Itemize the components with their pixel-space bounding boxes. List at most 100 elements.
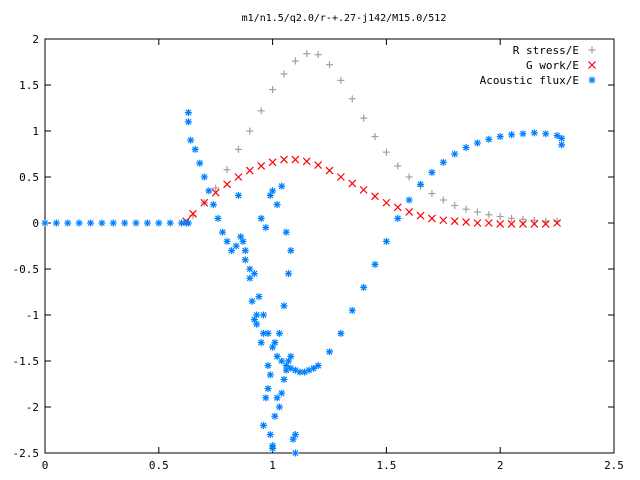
data-point <box>287 247 295 255</box>
data-point <box>255 293 263 301</box>
data-point <box>187 136 195 144</box>
chart-title: m1/n1.5/q2.0/r-+.27-j142/M15.0/512 <box>242 13 447 24</box>
x-tick-label: 2.5 <box>604 459 624 472</box>
data-point <box>234 191 242 199</box>
data-point <box>428 168 436 176</box>
data-point <box>508 214 516 222</box>
data-point <box>462 205 470 213</box>
data-point <box>282 228 290 236</box>
plot-frame <box>44 38 615 454</box>
data-point <box>248 297 256 305</box>
data-point <box>239 237 247 245</box>
data-point <box>269 86 277 94</box>
data-point <box>287 352 295 360</box>
data-point <box>485 135 493 143</box>
data-point <box>41 219 49 227</box>
data-point <box>417 180 425 188</box>
data-point <box>553 219 562 227</box>
data-point <box>348 95 356 103</box>
data-point <box>558 134 566 142</box>
data-point <box>196 159 204 167</box>
data-point <box>209 201 217 209</box>
data-point <box>484 219 493 227</box>
data-point <box>155 219 163 227</box>
legend-marker <box>588 46 596 54</box>
legend-marker <box>588 76 596 84</box>
data-point <box>450 217 459 226</box>
data-point <box>259 421 267 429</box>
data-point <box>348 306 356 314</box>
data-point <box>314 51 322 59</box>
data-point <box>371 192 379 201</box>
y-tick-label: -1.5 <box>13 355 40 368</box>
data-point <box>212 184 220 192</box>
data-point <box>439 158 447 166</box>
data-point <box>223 180 232 189</box>
data-point <box>473 208 481 216</box>
data-point <box>473 219 482 227</box>
data-point <box>530 219 539 228</box>
data-point <box>266 371 274 379</box>
data-point <box>52 219 60 227</box>
data-point <box>382 148 390 156</box>
data-point <box>271 412 279 420</box>
data-point <box>232 242 240 250</box>
data-point <box>269 442 277 450</box>
data-point <box>508 131 516 139</box>
data-point <box>530 129 538 137</box>
data-point <box>184 109 192 117</box>
y-tick-label: -0.5 <box>13 263 40 276</box>
data-point <box>268 158 277 167</box>
data-point <box>558 141 566 149</box>
data-point <box>250 270 258 278</box>
y-tick-label: -2 <box>26 401 39 414</box>
data-point <box>416 211 425 220</box>
data-point <box>337 329 345 337</box>
series-2 <box>41 109 566 457</box>
data-point <box>394 214 402 222</box>
data-point <box>405 173 413 181</box>
legend-marker <box>588 61 596 69</box>
data-point <box>285 270 293 278</box>
data-point <box>87 219 95 227</box>
y-tick-label: 1.5 <box>19 79 39 92</box>
data-point <box>269 187 277 195</box>
data-point <box>214 214 222 222</box>
y-tick-label: -1 <box>26 309 39 322</box>
data-point <box>336 173 345 181</box>
data-point <box>189 209 197 218</box>
legend: R stress/E G work/E Acoustic flux/E <box>480 44 596 87</box>
x-tick-label: 0.5 <box>149 459 169 472</box>
data-point <box>496 213 504 221</box>
data-point <box>303 50 311 58</box>
data-point <box>257 214 265 222</box>
data-point <box>121 219 129 227</box>
data-point <box>280 302 288 310</box>
data-point <box>257 107 265 115</box>
data-point <box>462 218 470 227</box>
data-point <box>266 431 274 439</box>
data-point <box>253 311 261 319</box>
data-point <box>273 352 281 360</box>
data-point <box>278 357 286 365</box>
data-point <box>273 394 281 402</box>
data-point <box>246 265 254 273</box>
x-tick-label: 0 <box>42 459 49 472</box>
data-point <box>326 348 333 356</box>
data-point <box>280 70 288 78</box>
data-point <box>496 133 504 141</box>
data-point <box>259 329 267 337</box>
data-point <box>291 155 300 164</box>
data-point <box>314 161 323 169</box>
data-point <box>178 219 186 227</box>
data-point <box>473 139 481 147</box>
data-point <box>519 215 527 223</box>
data-point <box>462 144 470 152</box>
data-point <box>405 196 413 204</box>
data-point <box>326 61 333 69</box>
data-point <box>200 198 209 207</box>
data-point <box>234 145 242 153</box>
data-point <box>257 162 266 170</box>
data-point <box>291 449 299 457</box>
